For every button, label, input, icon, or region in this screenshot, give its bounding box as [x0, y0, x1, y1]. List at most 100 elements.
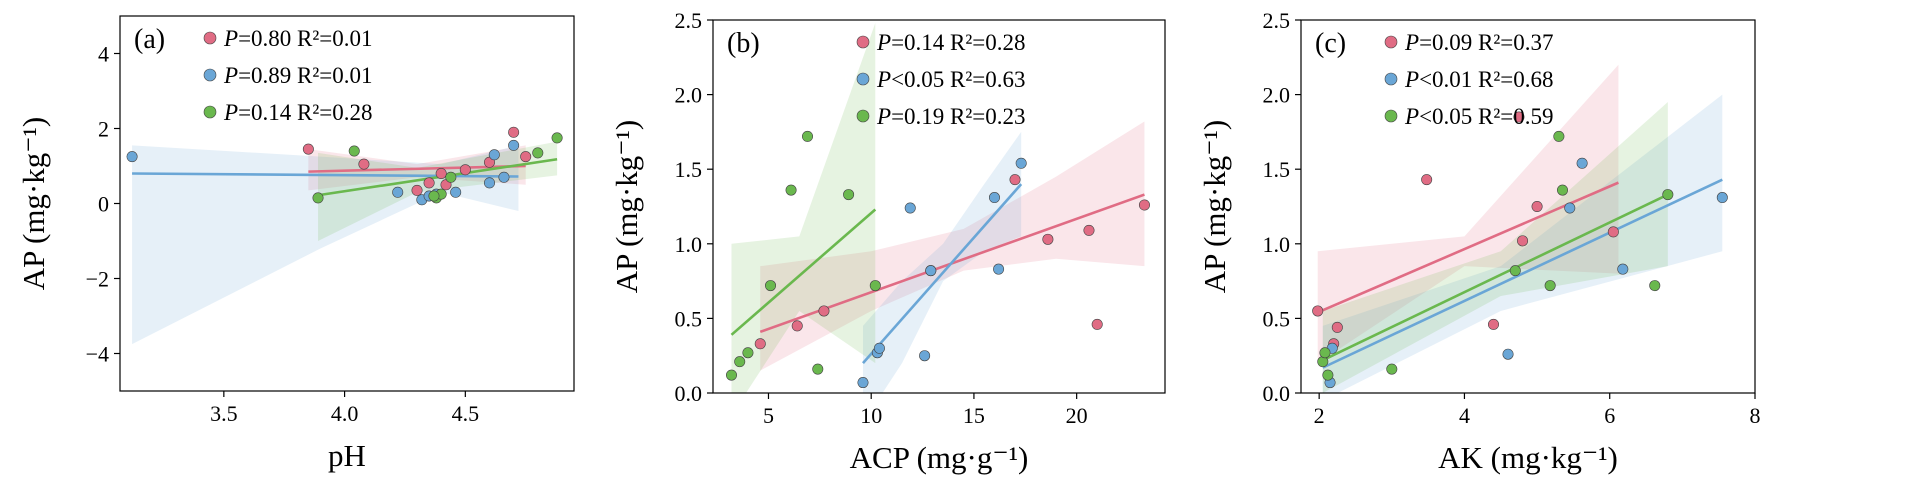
- data-point-green: [1509, 265, 1521, 277]
- y-tick-label: 2: [98, 117, 109, 142]
- y-axis-label: AP (mg·kg⁻¹): [16, 117, 51, 290]
- data-point-green: [765, 280, 777, 292]
- confidence-band-green: [1322, 102, 1668, 393]
- x-axis-label: AK (mg·kg⁻¹): [1438, 440, 1618, 475]
- legend-entry-green: P=0.19 R²=0.23: [856, 104, 1026, 129]
- x-tick-label: 10: [860, 403, 882, 428]
- data-point-blue: [126, 151, 138, 163]
- data-point-green: [1649, 280, 1661, 292]
- legend-entry-pink: P=0.09 R²=0.37: [1384, 30, 1554, 55]
- data-point-green: [812, 363, 824, 375]
- data-point-blue: [988, 192, 1000, 204]
- data-point-blue: [450, 186, 462, 198]
- data-point-blue: [925, 265, 937, 277]
- data-point-green: [445, 171, 457, 183]
- chart-panel-1: 3.5 4.0 4.5 −4 −2 0 2 4 pH AP (mg·kg⁻¹) (a) P=0.80 …: [16, 15, 575, 473]
- x-axis-label: pH: [328, 438, 366, 473]
- y-tick-label: −2: [86, 267, 109, 292]
- data-point-green: [1662, 189, 1674, 201]
- data-point-green: [532, 147, 544, 159]
- x-axis-label: ACP (mg·g⁻¹): [850, 440, 1029, 475]
- x-tick-label: 4: [1459, 403, 1470, 428]
- legend-marker: [203, 68, 217, 82]
- legend-label: P=0.80 R²=0.01: [223, 26, 373, 51]
- data-point-pink: [1009, 174, 1021, 186]
- axes-frame: [712, 19, 1166, 394]
- data-point-pink: [459, 164, 471, 176]
- data-point-blue: [488, 149, 500, 161]
- data-point-pink: [791, 320, 803, 332]
- data-point-pink: [411, 184, 423, 196]
- panel-label: (a): [134, 24, 165, 55]
- legend-label: P=0.14 R²=0.28: [876, 30, 1026, 55]
- data-point-pink: [302, 143, 314, 155]
- data-point-blue: [873, 342, 885, 354]
- data-point-blue: [919, 350, 931, 362]
- x-tick-label: 8: [1750, 403, 1761, 428]
- y-axis-label: AP (mg·kg⁻¹): [1197, 120, 1232, 293]
- y-tick-label: 1.0: [675, 232, 703, 257]
- plot-area: [126, 126, 563, 345]
- axes-frame: [1300, 19, 1756, 394]
- legend-marker: [1384, 72, 1398, 86]
- y-tick-label: 1.5: [1263, 157, 1291, 182]
- x-tick-label: 4.0: [331, 401, 359, 426]
- confidence-band-blue: [862, 131, 1022, 393]
- data-point-pink: [1531, 201, 1543, 213]
- legend-label: P=0.09 R²=0.37: [1404, 30, 1554, 55]
- legend-entry-green: P<0.05 R²=0.59: [1384, 104, 1554, 129]
- fit-line-green: [1322, 193, 1669, 362]
- data-point-pink: [435, 168, 447, 180]
- y-tick-label: 2.0: [675, 83, 703, 108]
- confidence-band-blue: [1322, 94, 1723, 393]
- fit-line-blue: [862, 183, 1023, 365]
- legend-entry-pink: P=0.80 R²=0.01: [203, 26, 373, 51]
- data-point-blue: [1617, 263, 1629, 275]
- y-tick-label: 0.5: [1263, 306, 1291, 331]
- data-point-pink: [1138, 199, 1150, 211]
- data-point-green: [843, 189, 855, 201]
- legend-entry-green: P=0.14 R²=0.28: [203, 100, 373, 125]
- y-tick-label: 4: [98, 42, 109, 67]
- confidence-band-pink: [760, 121, 1145, 371]
- data-point-green: [1317, 356, 1329, 368]
- legend-entry-pink: P=0.14 R²=0.28: [856, 30, 1026, 55]
- legend-entry-blue: P<0.01 R²=0.68: [1384, 67, 1554, 92]
- chart-panel-2: 5 10 15 20 0.0 0.5 1.0 1.5 2.0 2.5 ACP (mg·g⁻¹) AP …: [609, 8, 1166, 475]
- y-axis-label: AP (mg·kg⁻¹): [609, 120, 644, 293]
- data-point-blue: [1564, 202, 1576, 214]
- legend-label: P=0.19 R²=0.23: [876, 104, 1026, 129]
- data-point-green: [1322, 369, 1334, 381]
- legend-marker: [1384, 109, 1398, 123]
- data-point-pink: [1607, 226, 1619, 238]
- data-point-pink: [423, 177, 435, 189]
- data-point-blue: [1502, 348, 1514, 360]
- data-point-pink: [508, 126, 520, 138]
- data-point-green: [428, 190, 440, 202]
- data-point-green: [1544, 280, 1556, 292]
- data-point-pink: [1083, 224, 1095, 236]
- panel-label: (b): [727, 28, 760, 59]
- x-tick-label: 3.5: [210, 401, 238, 426]
- fit-line-blue: [1322, 178, 1723, 369]
- x-tick-label: 2: [1314, 403, 1325, 428]
- legend-label: P<0.05 R²=0.59: [1404, 104, 1554, 129]
- data-point-pink: [1312, 305, 1324, 317]
- x-tick-label: 6: [1604, 403, 1615, 428]
- data-point-green: [1319, 347, 1331, 359]
- legend-label: P=0.14 R²=0.28: [223, 100, 373, 125]
- legend-marker: [1384, 35, 1398, 49]
- data-point-pink: [1091, 318, 1103, 330]
- data-point-blue: [392, 186, 404, 198]
- data-point-pink: [1513, 111, 1525, 123]
- y-tick-label: 0: [98, 192, 109, 217]
- data-point-blue: [1015, 157, 1027, 169]
- chart-panel-3: 2 4 6 8 0.0 0.5 1.0 1.5 2.0 2.5 AK (mg·kg⁻¹) AP (mg…: [1197, 8, 1761, 475]
- fit-line-green: [730, 208, 877, 336]
- data-point-pink: [1421, 174, 1433, 186]
- plot-area: [725, 22, 1150, 393]
- data-point-green: [869, 280, 881, 292]
- x-tick-label: 5: [763, 403, 774, 428]
- legend-entry-blue: P<0.05 R²=0.63: [856, 67, 1026, 92]
- y-tick-label: 2.5: [675, 8, 703, 33]
